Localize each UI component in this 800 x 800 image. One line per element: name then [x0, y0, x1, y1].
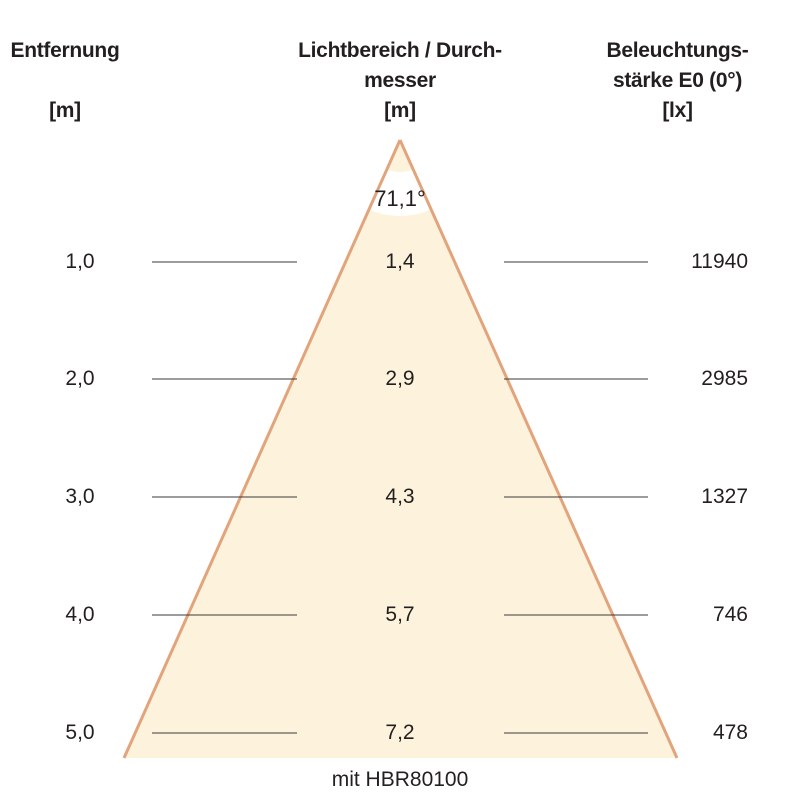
header-illuminance: Beleuchtungs- stärke E0 (0°) [lx] — [585, 36, 770, 126]
illuminance-value: 2985 — [701, 367, 748, 390]
caption: mit HBR80100 — [331, 768, 469, 791]
distance-value: 3,0 — [65, 485, 95, 508]
header-illuminance-title: Beleuchtungs- — [606, 39, 749, 62]
diameter-value: 2,9 — [385, 367, 415, 390]
distance-value: 2,0 — [65, 367, 95, 390]
header-diameter: Lichtbereich / Durch- messer [m] — [260, 36, 540, 126]
header-distance-unit: [m] — [49, 99, 81, 122]
cone-edge-left — [122, 139, 402, 759]
header-diameter-title: Lichtbereich / Durch- — [298, 39, 502, 62]
header-distance: Entfernung [m] — [10, 36, 120, 126]
light-cone — [124, 140, 677, 758]
illuminance-value: 1327 — [701, 485, 748, 508]
header-distance-title: Entfernung — [10, 39, 120, 62]
distance-value: 1,0 — [65, 250, 95, 273]
beam-angle-label: 71,1° — [374, 186, 426, 211]
diameter-value: 5,7 — [385, 603, 415, 626]
header-diameter-title-2: messer — [364, 69, 436, 92]
illuminance-value: 746 — [712, 603, 748, 626]
header-diameter-unit: [m] — [384, 99, 416, 122]
header-illuminance-unit: [lx] — [662, 99, 693, 122]
diameter-value: 1,4 — [385, 250, 415, 273]
diameter-value: 7,2 — [385, 721, 415, 744]
illuminance-value: 478 — [712, 721, 748, 744]
illuminance-value: 11940 — [691, 250, 748, 273]
distance-value: 4,0 — [65, 603, 95, 626]
distance-value: 5,0 — [65, 721, 95, 744]
cone-edge-right — [398, 139, 679, 759]
header-illuminance-title-2: stärke E0 (0°) — [612, 69, 743, 92]
diameter-value: 4,3 — [385, 485, 415, 508]
